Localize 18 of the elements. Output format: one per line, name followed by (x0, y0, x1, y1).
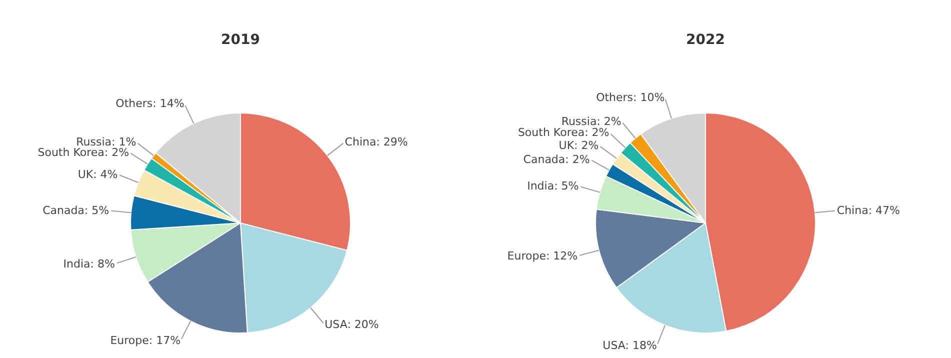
slice-label: Canada: 5% (42, 204, 110, 218)
slice-label: China: 29% (344, 136, 408, 149)
slice-label: USA: 20% (324, 318, 379, 332)
slice-label: Others: 10% (596, 90, 665, 104)
slice-label: USA: 18% (602, 339, 657, 352)
slice-label: Others: 14% (116, 97, 184, 110)
slice-label: China: 47% (836, 204, 900, 218)
slice-label: India: 5% (527, 180, 579, 193)
slice-label: UK: 2% (558, 138, 599, 152)
slice-label: Russia: 2% (561, 114, 622, 128)
slice-label: Europe: 17% (110, 334, 181, 348)
chart-title: 2022 (685, 32, 726, 48)
slice-label: Canada: 2% (523, 152, 590, 166)
slice-label: South Korea: 2% (518, 126, 610, 140)
slice-label: India: 8% (63, 257, 115, 270)
slice-label: Europe: 12% (507, 249, 578, 262)
chart-title: 2019 (220, 32, 261, 48)
slice-label: UK: 4% (78, 168, 118, 181)
